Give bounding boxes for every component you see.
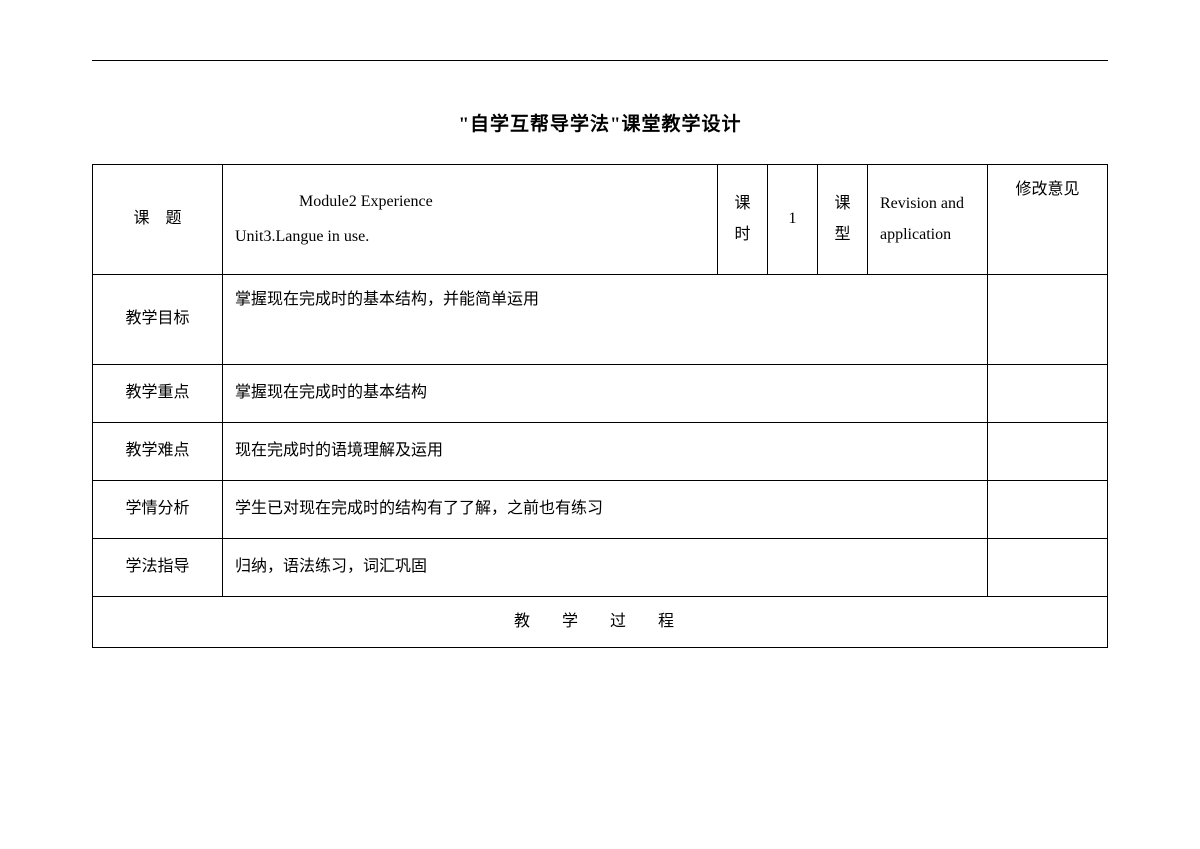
analysis-value-cell: 学生已对现在完成时的结构有了了解，之前也有练习 (223, 481, 988, 539)
table-row: 学法指导 归纳，语法练习，词汇巩固 (93, 539, 1108, 597)
analysis-remark-cell (988, 481, 1108, 539)
focus-value-cell: 掌握现在完成时的基本结构 (223, 365, 988, 423)
period-value-cell: 1 (768, 165, 818, 275)
goal-remark-cell (988, 275, 1108, 365)
topic-line1: Module2 Experience (235, 187, 705, 217)
type-label-cell: 课型 (818, 165, 868, 275)
lesson-plan-table: 课 题 Module2 Experience Unit3.Langue in u… (92, 164, 1108, 648)
table-row: 教学过程 (93, 597, 1108, 648)
method-remark-cell (988, 539, 1108, 597)
method-value-cell: 归纳，语法练习，词汇巩固 (223, 539, 988, 597)
period-label-cell: 课时 (718, 165, 768, 275)
table-row: 课 题 Module2 Experience Unit3.Langue in u… (93, 165, 1108, 275)
goal-value-cell: 掌握现在完成时的基本结构，并能简单运用 (223, 275, 988, 365)
difficulty-value-cell: 现在完成时的语境理解及运用 (223, 423, 988, 481)
document-title: "自学互帮导学法"课堂教学设计 (92, 109, 1108, 136)
analysis-label-cell: 学情分析 (93, 481, 223, 539)
document-page: "自学互帮导学法"课堂教学设计 课 题 Module2 Experience U… (0, 0, 1200, 648)
topic-line2: Unit3.Langue in use. (235, 228, 369, 245)
topic-label-cell: 课 题 (93, 165, 223, 275)
table-row: 教学目标 掌握现在完成时的基本结构，并能简单运用 (93, 275, 1108, 365)
process-label-cell: 教学过程 (93, 597, 1108, 648)
method-label-cell: 学法指导 (93, 539, 223, 597)
focus-remark-cell (988, 365, 1108, 423)
table-row: 教学难点 现在完成时的语境理解及运用 (93, 423, 1108, 481)
table-row: 学情分析 学生已对现在完成时的结构有了了解，之前也有练习 (93, 481, 1108, 539)
goal-label-cell: 教学目标 (93, 275, 223, 365)
difficulty-label-cell: 教学难点 (93, 423, 223, 481)
table-row: 教学重点 掌握现在完成时的基本结构 (93, 365, 1108, 423)
difficulty-remark-cell (988, 423, 1108, 481)
type-value-cell: Revision and application (868, 165, 988, 275)
topic-value-cell: Module2 Experience Unit3.Langue in use. (223, 165, 718, 275)
focus-label-cell: 教学重点 (93, 365, 223, 423)
remark-label-cell: 修改意见 (988, 165, 1108, 275)
top-divider (92, 60, 1108, 61)
